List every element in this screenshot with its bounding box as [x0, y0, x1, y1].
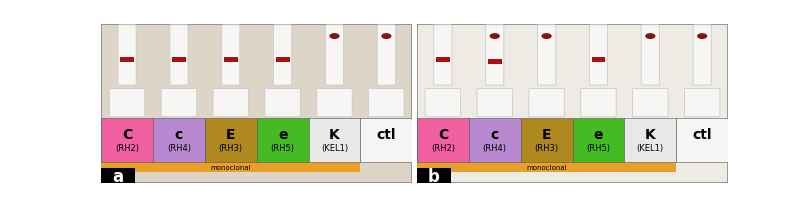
FancyBboxPatch shape [537, 26, 556, 86]
Bar [101, 168, 135, 183]
Ellipse shape [646, 34, 655, 40]
FancyBboxPatch shape [109, 89, 145, 117]
Ellipse shape [164, 99, 183, 110]
FancyBboxPatch shape [265, 89, 300, 117]
Text: K: K [329, 128, 340, 141]
Ellipse shape [584, 99, 603, 110]
FancyBboxPatch shape [325, 26, 344, 86]
Text: ctl: ctl [693, 128, 712, 141]
Text: ctl: ctl [377, 128, 396, 141]
Ellipse shape [269, 99, 287, 110]
FancyBboxPatch shape [222, 26, 239, 86]
Text: e: e [277, 128, 287, 141]
Text: C: C [122, 128, 132, 141]
FancyBboxPatch shape [426, 89, 460, 117]
Text: E: E [226, 128, 235, 141]
Bar [308, 118, 361, 162]
Bar [417, 118, 468, 162]
Bar [676, 118, 728, 162]
Text: c: c [175, 128, 183, 141]
Bar [205, 118, 256, 162]
Bar [256, 118, 308, 162]
Bar [591, 58, 605, 63]
Text: monoclonal: monoclonal [210, 164, 251, 170]
Text: b: b [428, 167, 440, 185]
Text: e: e [594, 128, 604, 141]
Text: K: K [645, 128, 655, 141]
Bar [101, 118, 153, 162]
Bar [573, 118, 625, 162]
Text: (KEL1): (KEL1) [637, 143, 664, 152]
FancyBboxPatch shape [581, 89, 616, 117]
Bar [468, 118, 521, 162]
Text: monoclonal: monoclonal [527, 164, 567, 170]
FancyBboxPatch shape [590, 26, 608, 86]
Ellipse shape [217, 99, 235, 110]
FancyBboxPatch shape [633, 89, 668, 117]
Text: (RH4): (RH4) [483, 143, 506, 152]
FancyBboxPatch shape [377, 26, 396, 86]
Bar [361, 118, 413, 162]
Bar [625, 118, 676, 162]
FancyBboxPatch shape [118, 26, 136, 86]
FancyBboxPatch shape [273, 26, 292, 86]
FancyBboxPatch shape [642, 26, 659, 86]
Bar [521, 118, 573, 162]
FancyBboxPatch shape [369, 89, 404, 117]
FancyBboxPatch shape [529, 89, 565, 117]
Bar [276, 58, 290, 63]
Text: (RH4): (RH4) [167, 143, 191, 152]
Bar [121, 58, 134, 63]
Bar [436, 58, 450, 63]
Text: c: c [490, 128, 499, 141]
Text: (RH5): (RH5) [271, 143, 294, 152]
Ellipse shape [329, 34, 340, 40]
Bar [101, 162, 361, 172]
FancyBboxPatch shape [170, 26, 188, 86]
Bar [172, 58, 186, 63]
Text: C: C [438, 128, 448, 141]
Bar [153, 118, 205, 162]
Ellipse shape [112, 99, 131, 110]
Ellipse shape [481, 99, 499, 110]
Bar [224, 58, 238, 63]
FancyBboxPatch shape [693, 26, 711, 86]
Ellipse shape [541, 34, 552, 40]
Ellipse shape [429, 99, 447, 110]
Bar [417, 162, 676, 172]
Ellipse shape [381, 34, 392, 40]
FancyBboxPatch shape [317, 89, 352, 117]
Text: (RH3): (RH3) [535, 143, 559, 152]
Text: E: E [542, 128, 552, 141]
FancyBboxPatch shape [161, 89, 197, 117]
Text: (RH2): (RH2) [431, 143, 455, 152]
FancyBboxPatch shape [213, 89, 248, 117]
Bar [488, 59, 502, 64]
FancyBboxPatch shape [477, 89, 512, 117]
Ellipse shape [697, 34, 707, 40]
Text: (RH2): (RH2) [115, 143, 139, 152]
FancyBboxPatch shape [485, 26, 504, 86]
FancyBboxPatch shape [434, 26, 452, 86]
Text: (KEL1): (KEL1) [321, 143, 348, 152]
Text: (RH3): (RH3) [218, 143, 243, 152]
Text: a: a [112, 167, 124, 185]
Bar [417, 168, 451, 183]
Text: (RH5): (RH5) [587, 143, 611, 152]
FancyBboxPatch shape [684, 89, 720, 117]
Ellipse shape [489, 34, 500, 40]
